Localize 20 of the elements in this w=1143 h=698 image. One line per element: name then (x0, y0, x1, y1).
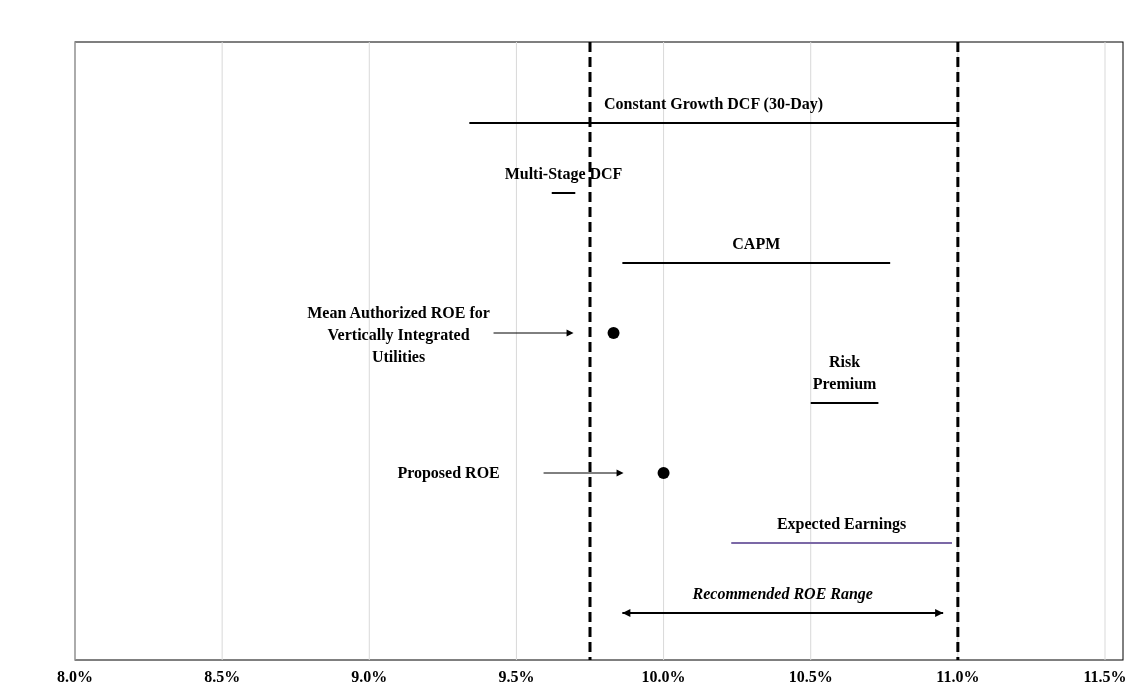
x-tick-label: 9.0% (351, 668, 388, 685)
x-tick-label: 11.5% (1083, 668, 1127, 685)
y-tick-label: CAPM (732, 235, 781, 252)
y-tick-label: Multi-Stage DCF (504, 165, 623, 183)
y-tick-label: Mean Authorized ROE for Vertically Integrated Utilities (307, 304, 490, 365)
x-tick-label: 10.5% (788, 668, 833, 685)
bar (551, 192, 576, 194)
y-tick-label: Recommended ROE Range (691, 585, 873, 603)
y-tick-label: Expected Earnings (776, 515, 907, 533)
x-tick-label: 8.0% (57, 668, 93, 685)
bar (810, 402, 879, 404)
bar (622, 262, 891, 264)
y-tick-label: Proposed ROE (397, 464, 500, 482)
x-tick-label: 11.0% (936, 668, 980, 685)
bar (731, 542, 952, 544)
y-tick-label: Risk Premium (812, 353, 878, 392)
x-tick-label: 10.0% (641, 668, 686, 685)
x-tick-label: 8.5% (204, 668, 241, 685)
x-tick-label: 9.5% (498, 668, 535, 685)
y-tick-label: Constant Growth DCF (30-Day) (604, 95, 824, 113)
